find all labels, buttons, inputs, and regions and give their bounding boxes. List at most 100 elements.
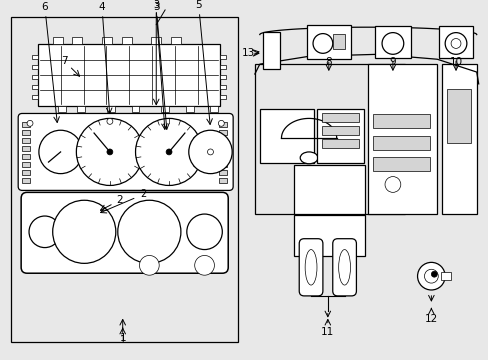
Bar (72, 37, 82, 44)
Bar (151, 37, 161, 44)
Bar (22, 122, 30, 127)
Bar (372, 114, 429, 128)
Circle shape (207, 149, 213, 155)
Circle shape (424, 269, 437, 283)
Circle shape (135, 118, 202, 185)
Bar (53, 37, 62, 44)
Circle shape (188, 130, 232, 174)
Bar (161, 105, 169, 112)
Text: 5: 5 (195, 0, 202, 10)
Bar (321, 113, 359, 122)
Bar (220, 55, 226, 59)
Bar (219, 130, 227, 135)
Bar (374, 26, 410, 58)
Text: 3: 3 (153, 0, 159, 10)
Bar (32, 65, 38, 69)
Circle shape (118, 200, 181, 264)
Bar (219, 162, 227, 167)
Bar (220, 65, 226, 69)
Text: 13: 13 (241, 48, 254, 58)
Text: 1: 1 (120, 335, 125, 345)
Text: 2: 2 (140, 189, 146, 199)
Bar (446, 89, 470, 143)
Text: 8: 8 (325, 57, 331, 67)
Bar (440, 272, 450, 280)
Circle shape (166, 149, 172, 155)
Bar (438, 26, 472, 58)
Circle shape (27, 120, 33, 126)
Bar (254, 64, 404, 214)
Bar (294, 215, 365, 256)
Bar (262, 32, 280, 69)
Bar (32, 75, 38, 79)
Text: 6: 6 (41, 2, 48, 12)
Circle shape (39, 130, 82, 174)
Circle shape (53, 200, 116, 264)
Bar (372, 157, 429, 171)
Bar (219, 154, 227, 159)
Circle shape (444, 33, 466, 54)
Bar (219, 170, 227, 175)
Circle shape (384, 177, 400, 192)
Bar (219, 146, 227, 151)
Bar (321, 126, 359, 135)
FancyBboxPatch shape (21, 192, 228, 273)
Bar (210, 105, 218, 112)
Circle shape (218, 120, 224, 126)
Circle shape (186, 214, 222, 249)
Text: 3: 3 (153, 2, 159, 12)
Circle shape (139, 256, 159, 275)
Bar (22, 177, 30, 183)
Bar (367, 64, 436, 214)
Bar (38, 44, 220, 105)
Bar (219, 177, 227, 183)
Bar (321, 139, 359, 148)
Text: 9: 9 (389, 57, 395, 67)
FancyBboxPatch shape (18, 113, 233, 190)
Text: 1: 1 (119, 333, 126, 343)
Bar (58, 105, 65, 112)
Text: 11: 11 (321, 327, 334, 337)
Circle shape (450, 39, 460, 48)
Bar (22, 162, 30, 167)
Bar (219, 138, 227, 143)
Ellipse shape (305, 249, 316, 285)
Bar (22, 146, 30, 151)
Bar (306, 25, 350, 59)
Text: 2: 2 (116, 195, 123, 205)
Circle shape (312, 33, 332, 53)
Bar (316, 109, 364, 163)
Circle shape (107, 149, 113, 155)
Bar (32, 55, 38, 59)
Circle shape (194, 256, 214, 275)
Circle shape (381, 33, 403, 54)
Circle shape (107, 118, 113, 124)
Bar (11, 17, 238, 342)
Bar (171, 37, 181, 44)
Ellipse shape (300, 152, 317, 164)
Ellipse shape (338, 249, 350, 285)
Bar (107, 105, 115, 112)
Bar (131, 105, 139, 112)
Text: 10: 10 (448, 57, 462, 67)
Bar (259, 109, 313, 163)
Bar (22, 130, 30, 135)
Bar (77, 105, 85, 112)
Circle shape (417, 262, 444, 290)
Bar (220, 95, 226, 99)
Circle shape (430, 271, 436, 277)
Bar (122, 37, 131, 44)
Text: 7: 7 (61, 56, 68, 66)
FancyBboxPatch shape (332, 239, 356, 296)
Bar (22, 138, 30, 143)
Bar (220, 75, 226, 79)
Bar (102, 37, 112, 44)
Bar (32, 85, 38, 89)
Bar (441, 64, 476, 214)
Bar (22, 154, 30, 159)
Bar (220, 85, 226, 89)
Bar (294, 165, 365, 214)
Bar (219, 122, 227, 127)
Bar (32, 95, 38, 99)
Circle shape (29, 216, 61, 248)
